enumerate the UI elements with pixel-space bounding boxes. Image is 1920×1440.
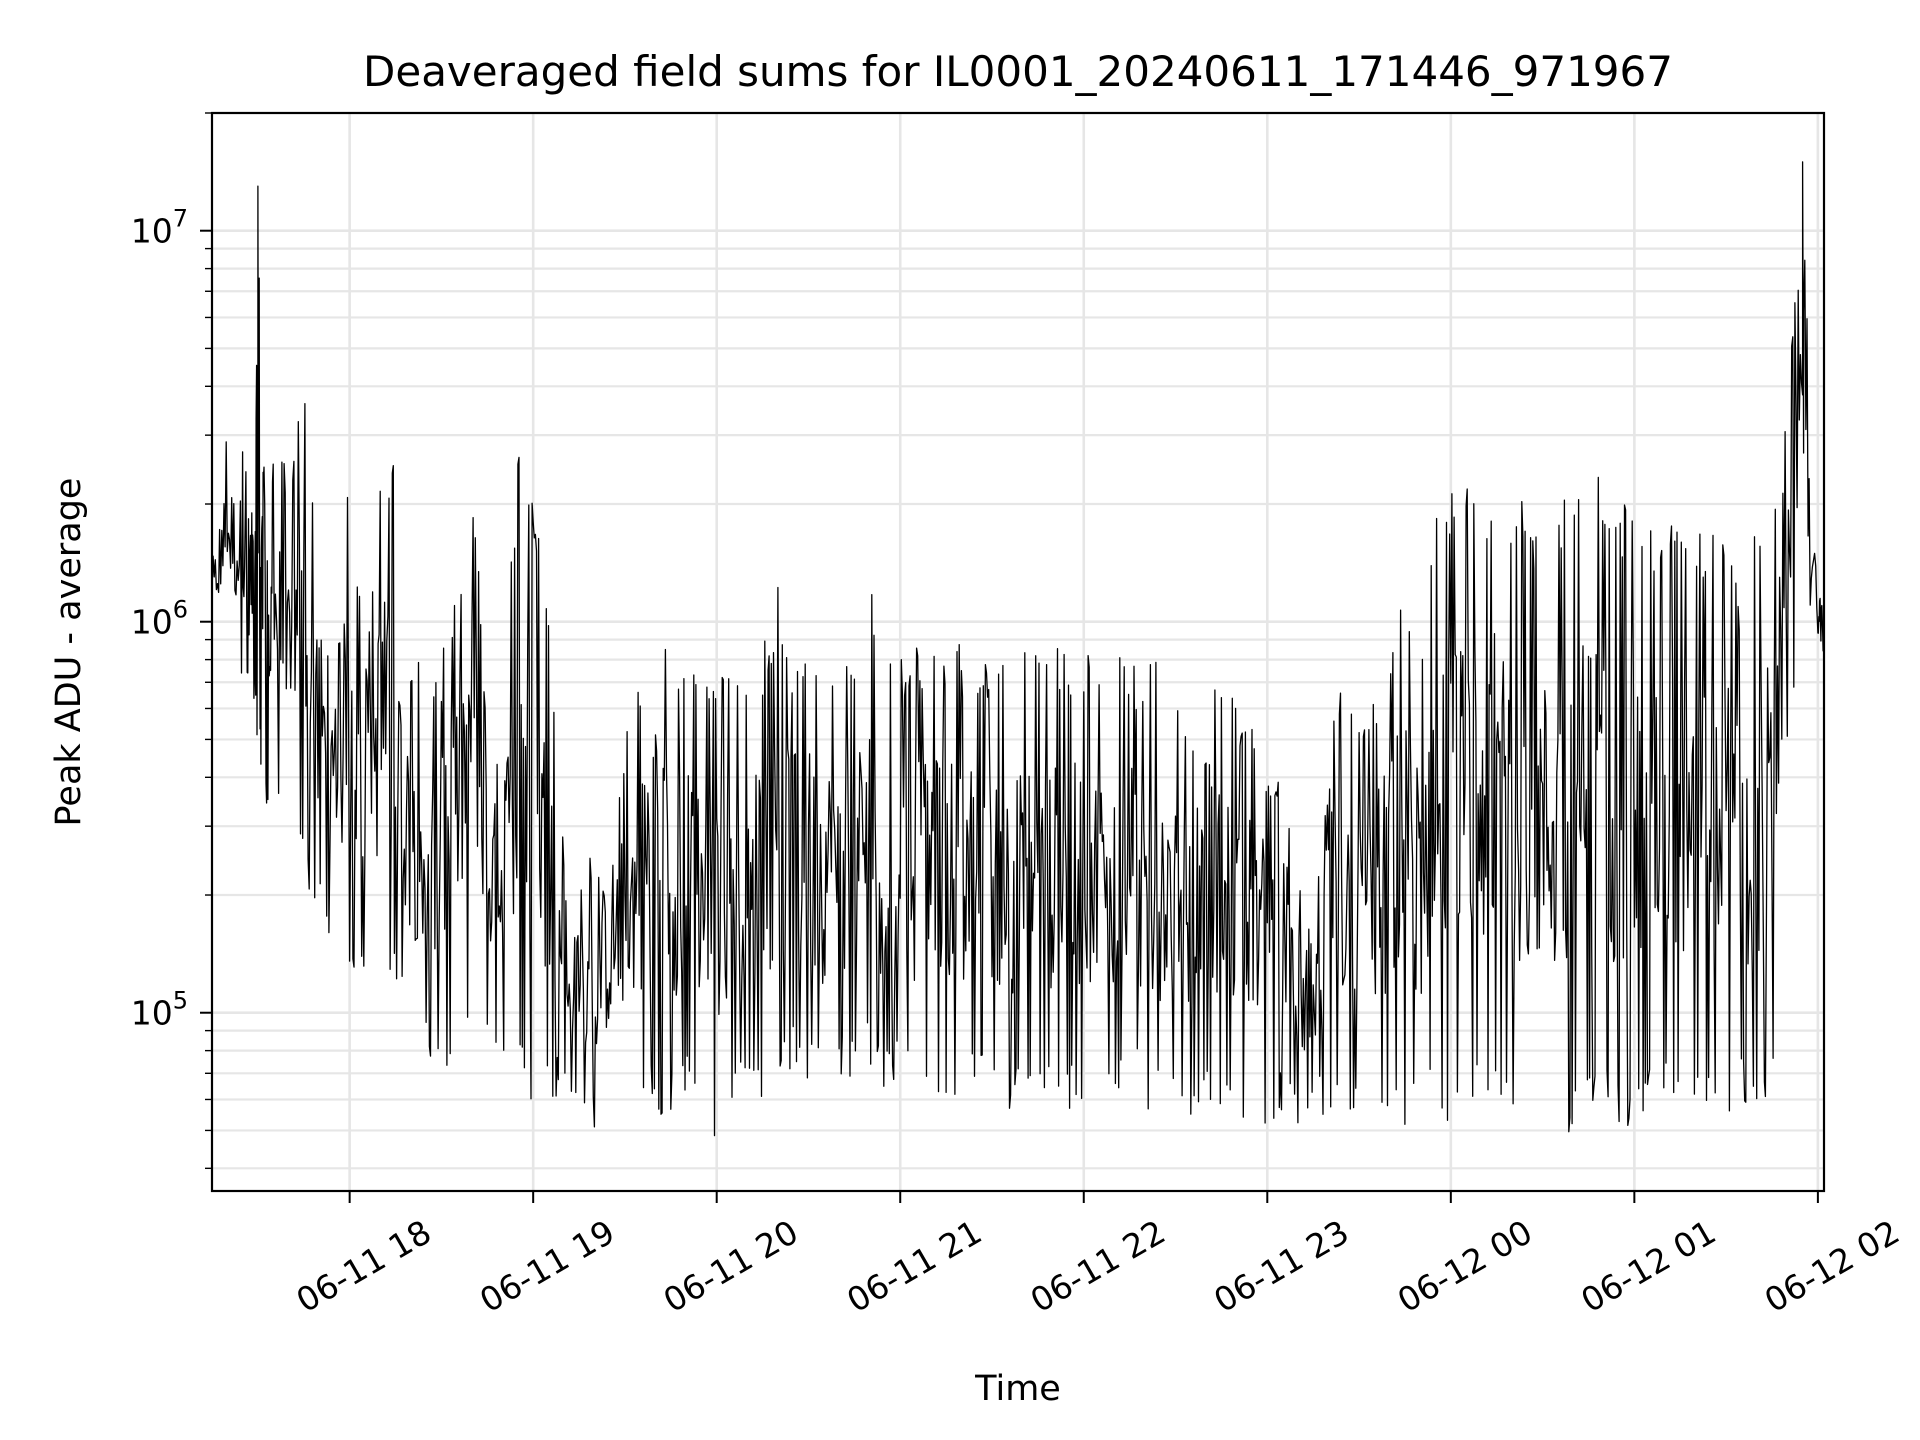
y-tick-exponent: 5 — [173, 987, 188, 1015]
grid — [212, 111, 1824, 1191]
y-tick-base: 10 — [131, 212, 173, 251]
chart-title: Deaveraged field sums for IL0001_2024061… — [363, 47, 1673, 96]
y-tick-label: 106 — [131, 596, 188, 642]
y-tick-base: 10 — [131, 994, 173, 1033]
y-tick-label: 107 — [131, 205, 188, 251]
y-tick-label: 105 — [131, 987, 188, 1033]
x-axis-label: Time — [974, 1369, 1061, 1409]
plot-frame — [210, 111, 1826, 1193]
y-tick-base: 10 — [131, 603, 173, 642]
data-series — [211, 161, 1825, 1137]
series-line — [211, 161, 1825, 1137]
y-axis-label: Peak ADU - average — [49, 478, 89, 827]
y-tick-exponent: 7 — [173, 205, 188, 233]
y-tick-exponent: 6 — [173, 596, 188, 624]
